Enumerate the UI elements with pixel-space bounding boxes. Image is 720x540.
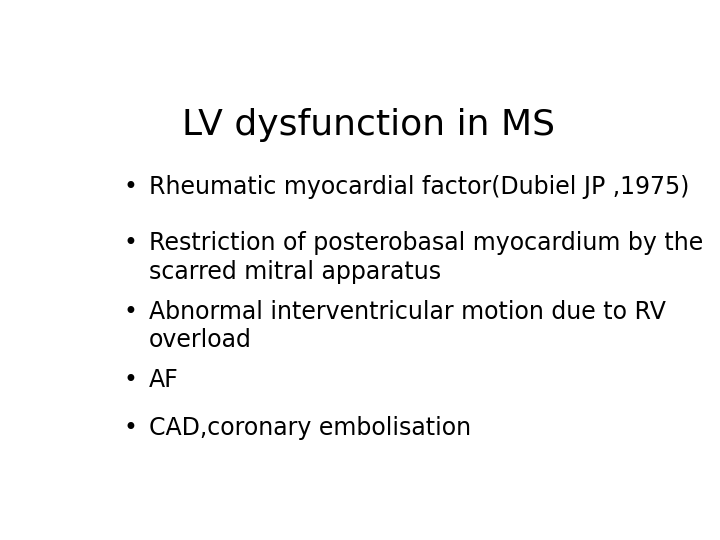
Text: •: •: [123, 300, 137, 323]
Text: •: •: [123, 231, 137, 255]
Text: Abnormal interventricular motion due to RV
overload: Abnormal interventricular motion due to …: [148, 300, 665, 353]
Text: AF: AF: [148, 368, 179, 393]
Text: •: •: [123, 368, 137, 393]
Text: Rheumatic myocardial factor(Dubiel JP ,1975): Rheumatic myocardial factor(Dubiel JP ,1…: [148, 175, 689, 199]
Text: •: •: [123, 175, 137, 199]
Text: LV dysfunction in MS: LV dysfunction in MS: [182, 109, 556, 143]
Text: Restriction of posterobasal myocardium by the
scarred mitral apparatus: Restriction of posterobasal myocardium b…: [148, 231, 703, 284]
Text: •: •: [123, 416, 137, 440]
Text: CAD,coronary embolisation: CAD,coronary embolisation: [148, 416, 471, 440]
